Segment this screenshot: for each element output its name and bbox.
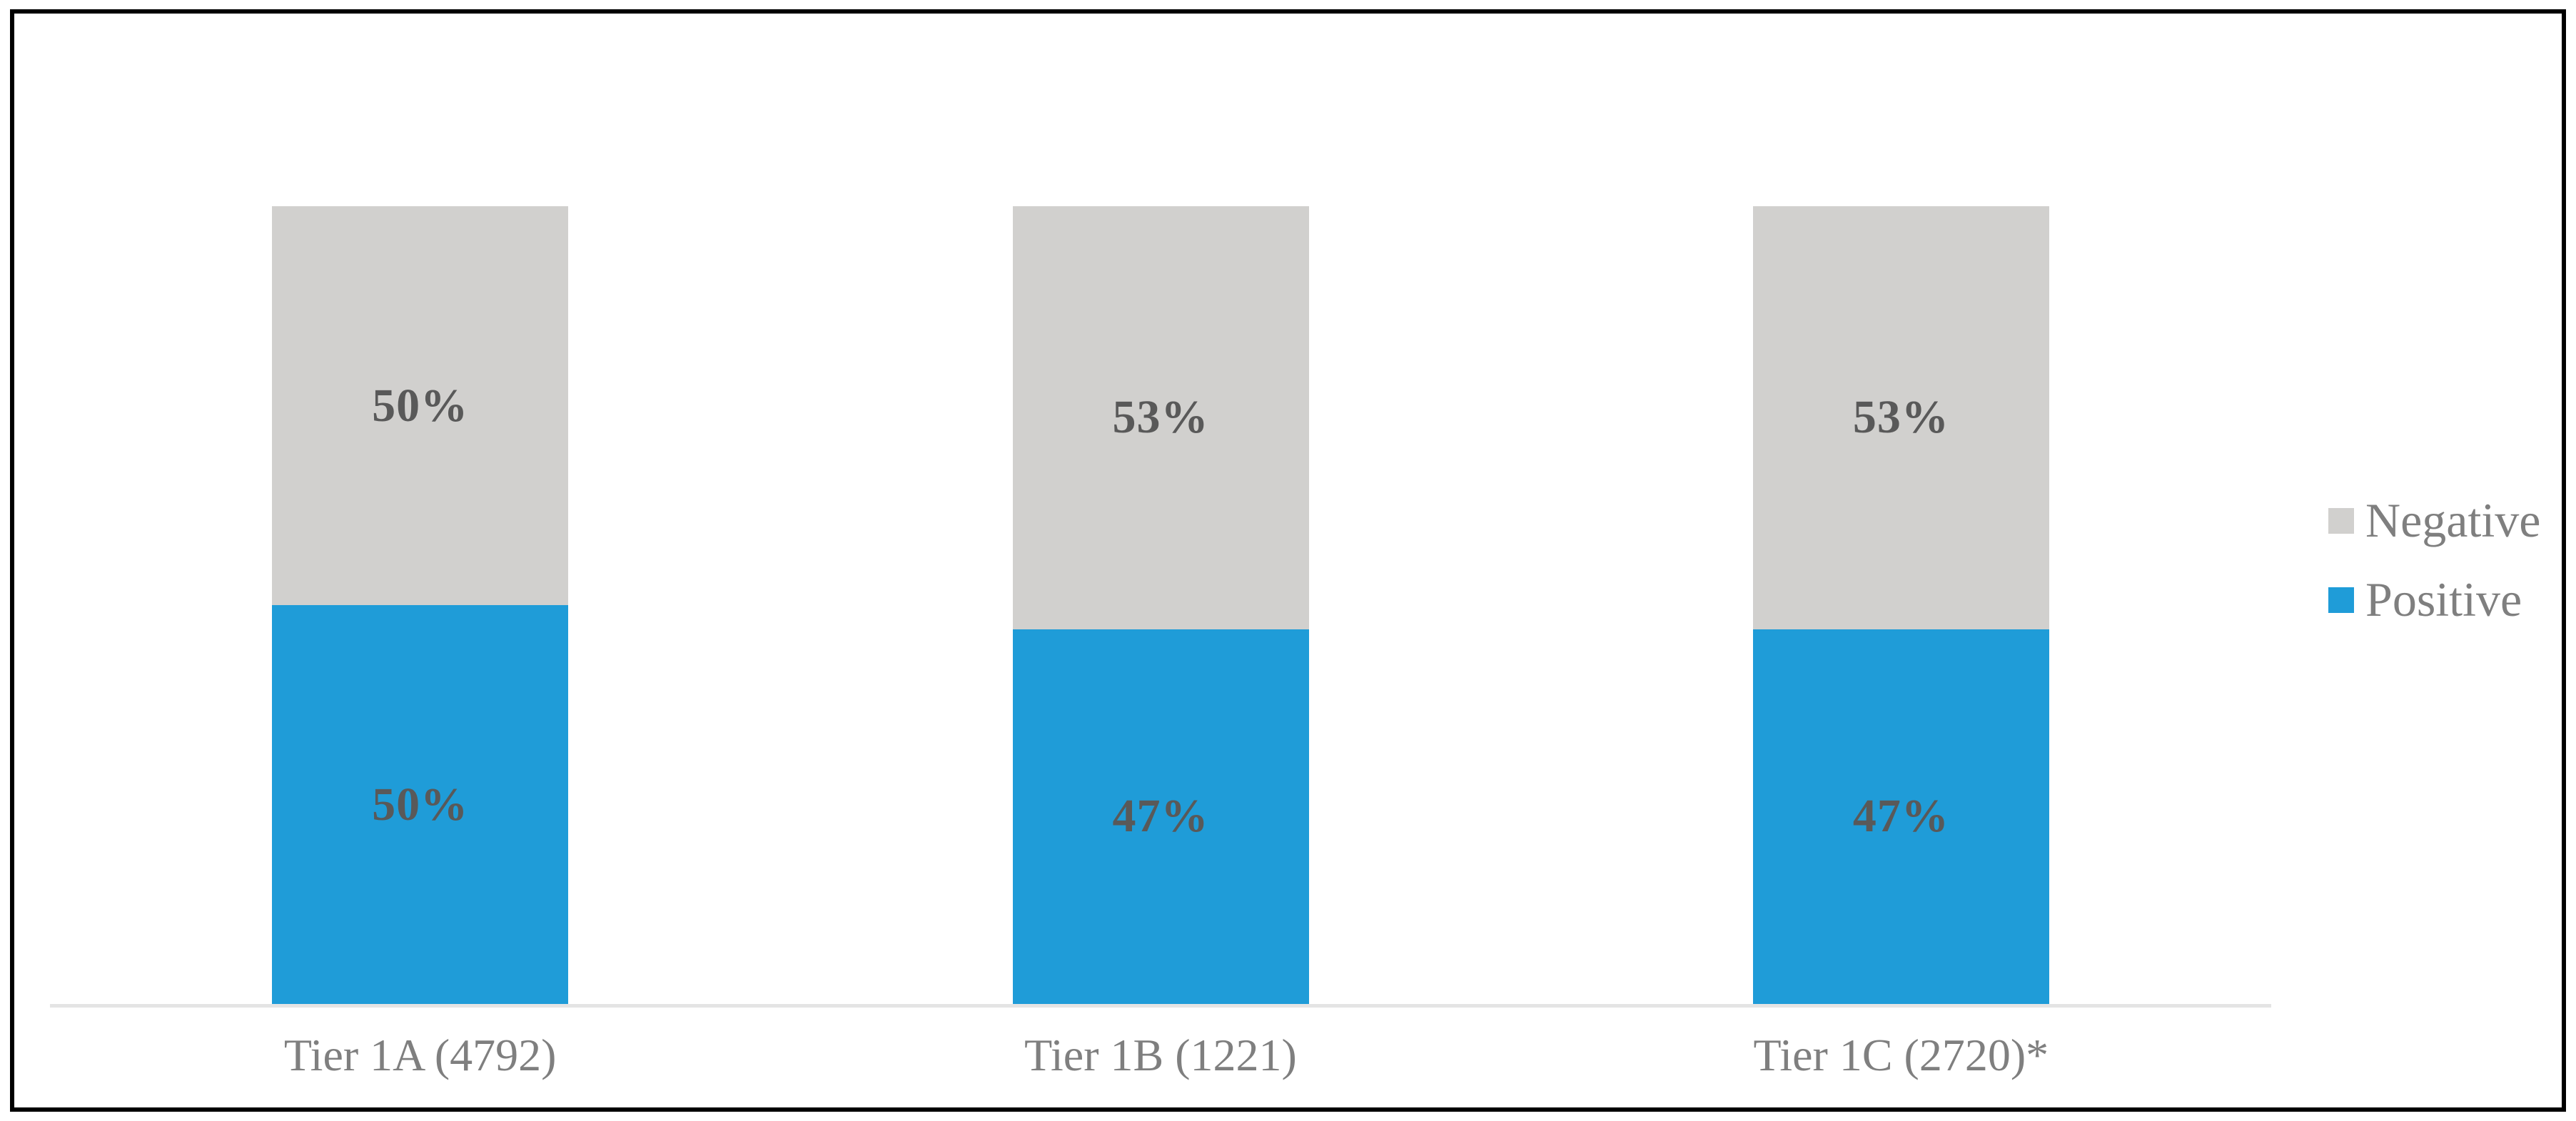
category-label: Tier 1B (1221) [1024, 1030, 1297, 1080]
data-label-positive: 50% [372, 778, 469, 831]
bar-group: 53% 47% [1012, 206, 1309, 1004]
category-label: Tier 1A (4792) [283, 1030, 557, 1080]
legend-swatch-icon [2328, 587, 2354, 613]
legend-item-negative: Negative [2328, 492, 2540, 549]
legend-label: Positive [2365, 572, 2522, 627]
legend-label: Negative [2365, 493, 2541, 547]
data-label-negative: 50% [372, 379, 469, 432]
category-label: Tier 1C (2720)* [1753, 1030, 2049, 1080]
data-label-negative: 53% [1852, 391, 1949, 444]
data-label-positive: 47% [1112, 790, 1209, 843]
legend-item-positive: Positive [2328, 572, 2540, 628]
bar-group: 50% 50% [272, 206, 569, 1004]
bar-segment-positive: 47% [1012, 629, 1309, 1004]
bar-segment-negative: 53% [1752, 206, 2049, 629]
legend-swatch-icon [2328, 507, 2354, 534]
bar-segment-positive: 50% [272, 605, 569, 1004]
bar-segment-positive: 47% [1752, 629, 2049, 1004]
bar-segment-negative: 53% [1012, 206, 1309, 629]
data-label-positive: 47% [1852, 790, 1949, 843]
data-label-negative: 53% [1112, 391, 1209, 444]
x-axis-line [50, 1004, 2271, 1008]
bar-segment-negative: 50% [272, 206, 569, 605]
legend: Negative Positive [2328, 492, 2540, 628]
bar-group: 53% 47% [1752, 206, 2049, 1004]
